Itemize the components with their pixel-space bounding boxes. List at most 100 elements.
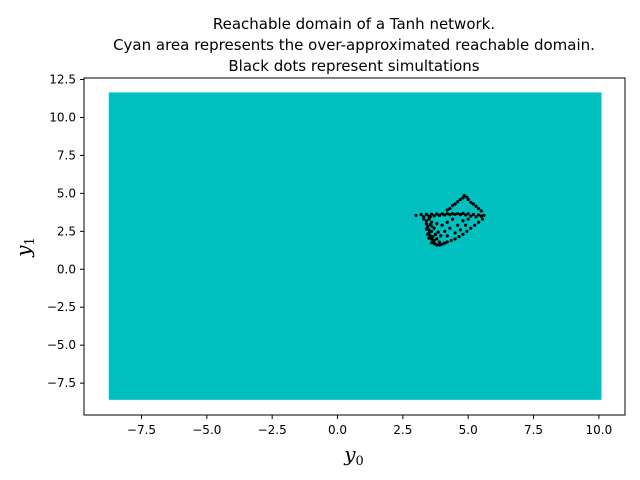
x-tick-label: −2.5 bbox=[258, 423, 287, 437]
reachable-domain-rect bbox=[108, 92, 602, 400]
simulation-point bbox=[414, 213, 418, 217]
y-tick-label: 5.0 bbox=[57, 186, 76, 200]
simulation-point bbox=[457, 235, 461, 239]
simulation-point bbox=[427, 228, 431, 232]
simulation-point bbox=[465, 229, 469, 233]
simulation-point bbox=[428, 215, 432, 219]
simulation-point bbox=[477, 220, 481, 224]
simulation-point bbox=[435, 222, 439, 226]
chart-title-line-1: Reachable domain of a Tanh network. bbox=[213, 15, 495, 33]
simulation-point bbox=[456, 223, 460, 227]
simulation-point bbox=[448, 213, 452, 217]
simulation-point bbox=[440, 212, 444, 216]
x-axis-label: y0 bbox=[343, 442, 364, 469]
simulation-point bbox=[458, 228, 462, 232]
simulation-point bbox=[443, 229, 447, 233]
simulation-point bbox=[458, 213, 462, 217]
simulation-point bbox=[435, 237, 439, 241]
simulation-point bbox=[440, 223, 444, 227]
simulation-point bbox=[461, 232, 465, 236]
simulation-point bbox=[431, 235, 435, 239]
simulation-point bbox=[469, 200, 473, 205]
simulation-point bbox=[461, 219, 465, 223]
simulation-point bbox=[479, 209, 483, 213]
simulation-point bbox=[437, 240, 442, 244]
simulation-point bbox=[450, 203, 455, 208]
simulation-point bbox=[424, 219, 428, 223]
simulation-point bbox=[429, 224, 434, 228]
simulation-point bbox=[432, 226, 436, 230]
simulation-point bbox=[453, 231, 457, 235]
x-tick-label: 10.0 bbox=[586, 423, 613, 437]
simulation-point bbox=[479, 214, 483, 218]
simulation-point bbox=[466, 217, 470, 221]
x-tick-label: 5.0 bbox=[459, 423, 478, 437]
x-tick-label: 0.0 bbox=[328, 423, 347, 437]
simulation-point bbox=[465, 195, 469, 199]
simulation-point bbox=[445, 220, 449, 224]
chart-title-line-2: Cyan area represents the over-approximat… bbox=[113, 36, 595, 54]
simulation-point bbox=[445, 240, 449, 244]
simulation-point bbox=[458, 197, 462, 202]
simulation-point bbox=[463, 223, 468, 227]
y-axis-label: y1 bbox=[11, 237, 38, 258]
y-tick-label: −5.0 bbox=[47, 338, 76, 352]
simulation-point bbox=[456, 200, 460, 204]
x-tick-label: 2.5 bbox=[393, 423, 412, 437]
simulation-point bbox=[448, 206, 452, 211]
simulation-point bbox=[461, 211, 465, 216]
simulation-point bbox=[424, 227, 428, 231]
simulation-point bbox=[474, 215, 478, 219]
simulation-point bbox=[473, 223, 477, 227]
simulation-point bbox=[435, 212, 439, 216]
simulation-point bbox=[424, 212, 428, 216]
simulation-point bbox=[453, 212, 457, 216]
simulation-point bbox=[469, 226, 473, 230]
simulation-point bbox=[437, 243, 442, 247]
simulation-point bbox=[443, 241, 447, 245]
simulation-point bbox=[471, 212, 476, 216]
simulation-point bbox=[433, 242, 438, 246]
simulation-point bbox=[422, 215, 426, 219]
simulation-point bbox=[436, 230, 440, 234]
simulation-point bbox=[450, 217, 455, 221]
y-tick-label: 7.5 bbox=[57, 148, 76, 162]
simulation-point bbox=[427, 236, 431, 240]
simulation-point bbox=[453, 237, 457, 241]
simulation-point bbox=[453, 202, 457, 206]
axes-frame bbox=[83, 77, 626, 416]
simulation-point bbox=[439, 234, 443, 238]
simulation-point bbox=[480, 217, 485, 221]
y-tick-label: −7.5 bbox=[47, 376, 76, 390]
y-tick-label: 10.0 bbox=[49, 110, 76, 124]
simulation-point bbox=[429, 241, 434, 245]
simulation-point bbox=[433, 232, 438, 236]
y-tick-label: 12.5 bbox=[49, 73, 76, 87]
simulation-point bbox=[443, 213, 447, 217]
plot-area: −7.5 −5.0 −2.5 0.0 2.5 5.0 7.5 10.0 −7.5 −5.0 −2.5… bbox=[47, 73, 626, 437]
simulation-point bbox=[461, 196, 465, 200]
simulation-point bbox=[450, 212, 455, 216]
simulation-point bbox=[477, 213, 481, 217]
simulation-point bbox=[448, 226, 452, 230]
simulation-point bbox=[463, 213, 468, 217]
simulation-point bbox=[429, 212, 434, 216]
y-tick-label: −2.5 bbox=[47, 300, 76, 314]
y-tick-label: 0.0 bbox=[57, 262, 76, 276]
simulation-point bbox=[456, 211, 460, 216]
chart-title-line-3: Black dots represent simultations bbox=[228, 57, 479, 75]
x-tick-label: 7.5 bbox=[524, 423, 543, 437]
simulation-point bbox=[474, 204, 478, 208]
x-tick-label: −7.5 bbox=[127, 423, 156, 437]
simulation-point bbox=[469, 214, 473, 218]
simulation-point bbox=[440, 242, 444, 246]
simulation-point bbox=[445, 234, 449, 238]
simulation-point bbox=[432, 238, 436, 243]
simulation-point bbox=[426, 232, 430, 236]
simulation-point bbox=[471, 202, 476, 206]
simulation-point bbox=[419, 213, 423, 217]
simulation-point bbox=[445, 212, 449, 216]
simulation-point bbox=[424, 222, 428, 226]
simulation-point bbox=[466, 212, 470, 216]
